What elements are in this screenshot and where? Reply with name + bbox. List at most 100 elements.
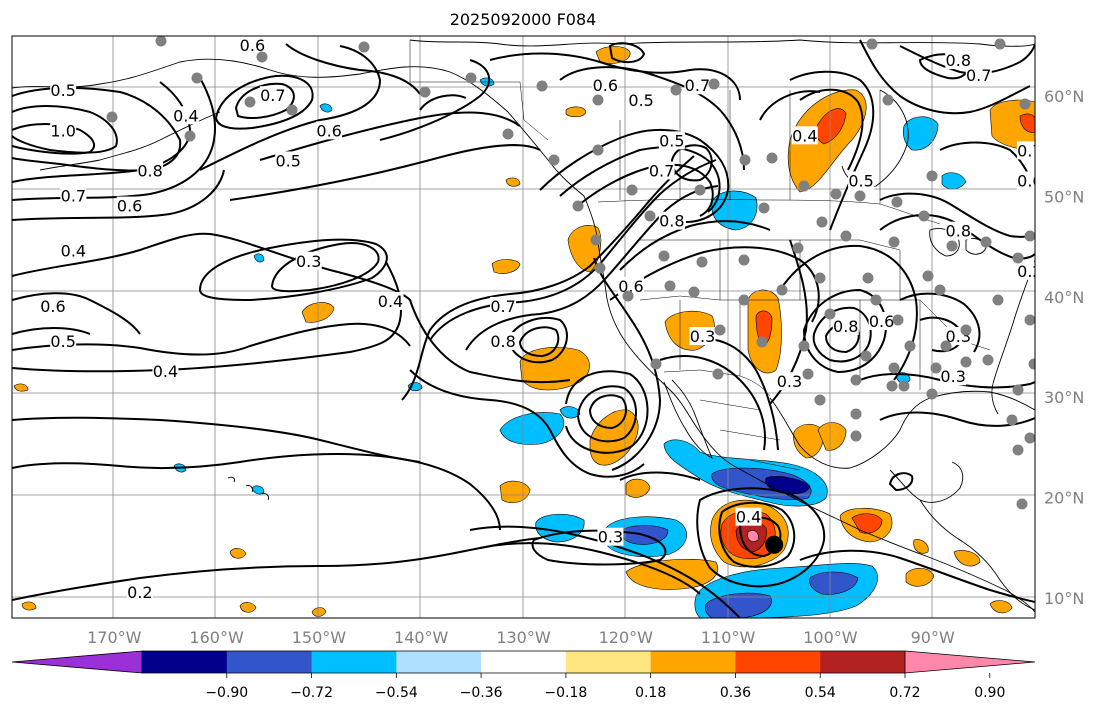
contour-label: 0.3 (296, 252, 321, 271)
station-dot (714, 324, 726, 336)
station-dot (696, 256, 708, 268)
contour-label-background (172, 106, 199, 125)
contour-line (12, 537, 541, 601)
baja-california (663, 379, 713, 459)
station-dot (798, 340, 810, 352)
longitude-tick-label: 120°W (599, 628, 654, 647)
station-dot (776, 284, 788, 296)
contour-line (12, 105, 118, 154)
station-dot (658, 250, 670, 262)
contour-label-background (965, 66, 992, 85)
contour-label-background (832, 317, 859, 335)
positive-anomaly-patch (747, 530, 759, 542)
contour-label: 0.4 (153, 362, 178, 381)
contour-label: 0.3 (690, 327, 715, 346)
station-dot (860, 350, 872, 362)
contour-line (531, 529, 667, 566)
contour-label-background (295, 251, 322, 270)
colorbar-tick-label: −0.18 (544, 685, 587, 701)
longitude-tick-label: 140°W (394, 628, 449, 647)
station-dot (502, 128, 514, 140)
positive-anomaly-patch (21, 601, 37, 611)
station-dot (816, 216, 828, 228)
colorbar-tick-label: 0.18 (635, 685, 666, 701)
station-dot (888, 362, 900, 374)
longitude-axis: 170°W 160°W 150°W 140°W 130°W 120°W 110°W 100°W… (87, 628, 955, 647)
contour-line (259, 111, 521, 161)
station-dot (940, 340, 952, 352)
contour-line (718, 501, 796, 568)
station-dot (256, 51, 268, 63)
positive-anomaly-patch (565, 106, 587, 118)
alaska-coast (12, 58, 585, 197)
station-dot (798, 180, 810, 192)
colorbar-tick-label: −0.72 (290, 685, 333, 701)
contour-label: 0.6 (40, 297, 65, 316)
station-dot (536, 80, 548, 92)
contour-line (12, 322, 411, 356)
station-dot (814, 394, 826, 406)
positive-anomaly-patch (817, 422, 847, 451)
contour-line (559, 66, 745, 171)
coastlines (12, 39, 1035, 613)
contour-label: 0.6 (1017, 172, 1042, 191)
positive-anomaly-patch (953, 550, 981, 567)
contour-label: 0.8 (946, 51, 971, 70)
station-dot (960, 324, 972, 336)
contour-label: 0.4 (736, 508, 761, 527)
positive-anomaly-patch (229, 548, 247, 559)
contour-label: 0.6 (618, 277, 643, 296)
negative-anomaly-patch (941, 172, 967, 190)
colorbar-tick-label: 0.90 (974, 685, 1005, 701)
contour-label: 0.4 (173, 106, 198, 125)
contour-label: 1.0 (50, 121, 75, 140)
station-dot (155, 36, 167, 47)
station-dot (622, 290, 634, 302)
contour-line (12, 232, 571, 384)
contour-label-background (945, 221, 972, 240)
contour-label-background (617, 276, 644, 295)
station-dot (626, 184, 638, 196)
positive-anomaly-patch (589, 409, 639, 466)
station-dot (960, 356, 972, 368)
negative-anomaly-patch (253, 253, 265, 263)
positive-anomaly-patch (989, 600, 1013, 614)
contour-label: 0.6 (593, 76, 618, 95)
station-dot (670, 84, 682, 96)
contour-label-background (490, 296, 517, 315)
contour-label-background (945, 51, 972, 70)
colorbar-outline (142, 650, 905, 674)
positive-anomaly-patch (491, 259, 521, 274)
station-dot (888, 236, 900, 248)
station-dot (664, 280, 676, 292)
station-dot (904, 340, 916, 352)
contour-line (12, 261, 402, 373)
contour-line (465, 185, 719, 351)
latitude-tick-label: 10°N (1044, 589, 1084, 608)
contour-label: 0.3 (598, 528, 623, 547)
contour-label-background (848, 171, 875, 190)
contour-label-background (490, 332, 517, 351)
contour-line (899, 292, 981, 353)
contour-line (12, 416, 421, 463)
contour-label-background (152, 362, 179, 381)
station-dot (1028, 358, 1035, 370)
contour-label: 0.8 (946, 222, 971, 241)
contour-label: 0.4 (378, 292, 403, 311)
contour-line (696, 487, 826, 588)
contour-label-background (137, 161, 164, 180)
colorbar-segment (735, 651, 821, 673)
contour-label: 0.4 (792, 126, 817, 145)
contour-label-background (597, 527, 624, 546)
political-borders (409, 40, 991, 471)
station-dot (592, 94, 604, 106)
station-dot (1024, 432, 1035, 444)
contour-line (619, 220, 771, 271)
contour-line (565, 370, 649, 454)
station-dot (854, 190, 866, 202)
contour-label: 0.8 (659, 212, 684, 231)
station-dot (1006, 414, 1018, 426)
station-dot (644, 210, 656, 222)
contour-line (879, 214, 1035, 260)
contour-label: 0.5 (659, 131, 684, 150)
